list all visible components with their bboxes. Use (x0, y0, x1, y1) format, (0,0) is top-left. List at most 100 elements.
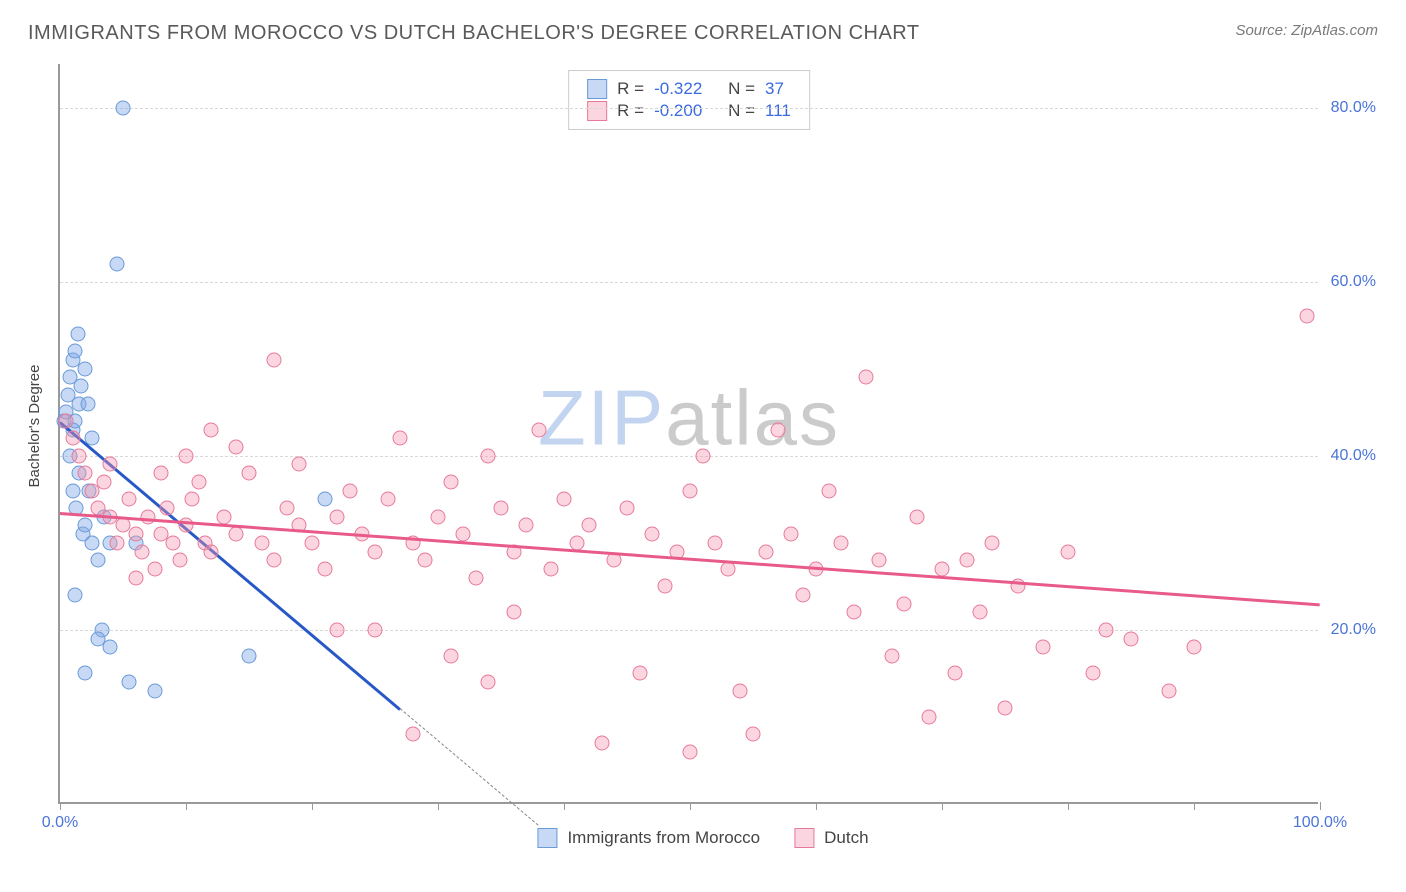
legend-n-label: N = (728, 79, 755, 99)
data-point (229, 440, 244, 455)
data-point (292, 457, 307, 472)
data-point (78, 361, 93, 376)
data-point (683, 483, 698, 498)
data-point (84, 535, 99, 550)
legend-item: Immigrants from Morocco (537, 828, 760, 848)
data-point (216, 509, 231, 524)
trend-line-extrapolation (400, 708, 539, 826)
data-point (71, 448, 86, 463)
correlation-legend: R =-0.322N =37R =-0.200N =111 (568, 70, 810, 130)
legend-r-label: R = (617, 101, 644, 121)
data-point (317, 561, 332, 576)
x-tick (60, 802, 61, 810)
data-point (1086, 666, 1101, 681)
data-point (254, 535, 269, 550)
data-point (796, 588, 811, 603)
data-point (405, 727, 420, 742)
data-point (342, 483, 357, 498)
data-point (746, 727, 761, 742)
data-point (368, 622, 383, 637)
data-point (1035, 640, 1050, 655)
header: IMMIGRANTS FROM MOROCCO VS DUTCH BACHELO… (0, 0, 1406, 45)
legend-r-value: -0.322 (654, 79, 718, 99)
data-point (109, 257, 124, 272)
x-tick (312, 802, 313, 810)
data-point (620, 501, 635, 516)
data-point (771, 422, 786, 437)
data-point (972, 605, 987, 620)
data-point (947, 666, 962, 681)
gridline (60, 108, 1318, 109)
data-point (65, 483, 80, 498)
data-point (431, 509, 446, 524)
x-tick (690, 802, 691, 810)
x-tick (186, 802, 187, 810)
data-point (122, 675, 137, 690)
data-point (443, 474, 458, 489)
legend-row: R =-0.200N =111 (587, 101, 791, 121)
y-tick-label: 40.0% (1322, 447, 1376, 465)
legend-swatch (537, 828, 557, 848)
data-point (166, 535, 181, 550)
legend-label: Immigrants from Morocco (567, 828, 760, 848)
data-point (456, 527, 471, 542)
data-point (922, 709, 937, 724)
data-point (147, 683, 162, 698)
legend-n-value: 37 (765, 79, 784, 99)
legend-swatch (794, 828, 814, 848)
legend-n-label: N = (728, 101, 755, 121)
data-point (544, 561, 559, 576)
data-point (557, 492, 572, 507)
series-legend: Immigrants from Morocco Dutch (537, 828, 868, 848)
data-point (128, 570, 143, 585)
y-tick-label: 20.0% (1322, 621, 1376, 639)
data-point (443, 649, 458, 664)
data-point (594, 736, 609, 751)
y-axis-label: Bachelor's Degree (26, 365, 43, 488)
x-tick (942, 802, 943, 810)
data-point (141, 509, 156, 524)
x-tick (1068, 802, 1069, 810)
data-point (531, 422, 546, 437)
data-point (80, 396, 95, 411)
data-point (695, 448, 710, 463)
data-point (468, 570, 483, 585)
data-point (78, 466, 93, 481)
data-point (494, 501, 509, 516)
data-point (783, 527, 798, 542)
data-point (481, 448, 496, 463)
data-point (70, 326, 85, 341)
data-point (305, 535, 320, 550)
data-point (185, 492, 200, 507)
data-point (1161, 683, 1176, 698)
data-point (109, 535, 124, 550)
chart-title: IMMIGRANTS FROM MOROCCO VS DUTCH BACHELO… (28, 22, 920, 45)
watermark: ZIPatlas (538, 373, 840, 464)
data-point (985, 535, 1000, 550)
x-tick (438, 802, 439, 810)
data-point (1061, 544, 1076, 559)
data-point (368, 544, 383, 559)
data-point (1187, 640, 1202, 655)
data-point (330, 509, 345, 524)
data-point (267, 353, 282, 368)
data-point (897, 596, 912, 611)
data-point (103, 640, 118, 655)
trend-line (60, 512, 1320, 606)
x-tick (1320, 802, 1321, 810)
data-point (204, 422, 219, 437)
legend-r-value: -0.200 (654, 101, 718, 121)
data-point (68, 588, 83, 603)
data-point (229, 527, 244, 542)
data-point (153, 466, 168, 481)
data-point (179, 448, 194, 463)
data-point (393, 431, 408, 446)
data-point (834, 535, 849, 550)
data-point (998, 701, 1013, 716)
x-tick (564, 802, 565, 810)
data-point (90, 553, 105, 568)
data-point (103, 457, 118, 472)
x-tick (816, 802, 817, 810)
legend-item: Dutch (794, 828, 868, 848)
data-point (519, 518, 534, 533)
